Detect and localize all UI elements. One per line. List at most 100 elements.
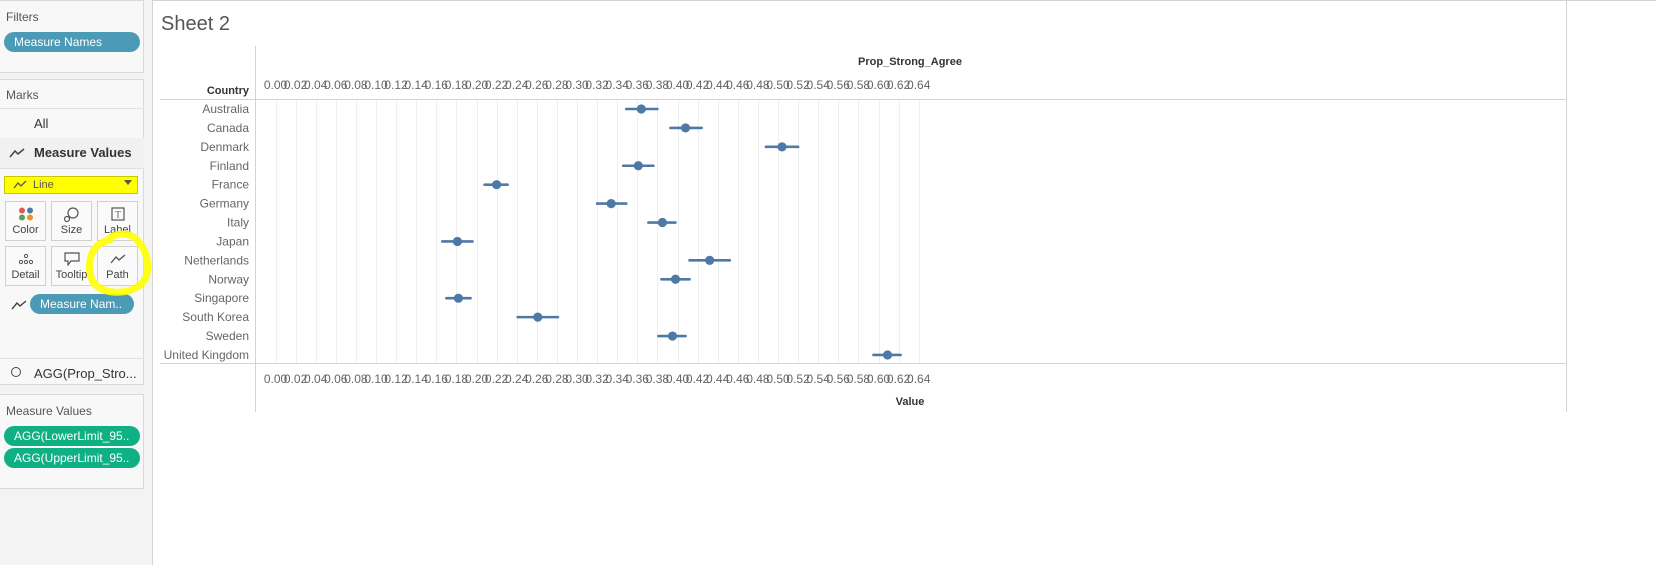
top-tick-label: 0.38 bbox=[646, 78, 670, 92]
filters-title: Filters bbox=[6, 10, 39, 24]
top-tick-label: 0.00 bbox=[264, 78, 288, 92]
path-pill-measure-names[interactable]: Measure Nam.. bbox=[30, 294, 134, 314]
estimate-point[interactable] bbox=[667, 331, 678, 341]
bottom-tick-label: 0.56 bbox=[827, 372, 851, 386]
bottom-tick-label: 0.32 bbox=[585, 372, 609, 386]
top-tick-label: 0.46 bbox=[726, 78, 750, 92]
bottom-tick-label: 0.36 bbox=[626, 372, 650, 386]
measure-pill-lower-limit[interactable]: AGG(LowerLimit_95.. bbox=[4, 426, 140, 446]
bottom-tick-label: 0.12 bbox=[384, 372, 408, 386]
left-panel: Filters Measure Names Marks All Measure … bbox=[0, 0, 153, 565]
bottom-tick-label: 0.40 bbox=[666, 372, 690, 386]
size-icon bbox=[63, 207, 79, 223]
detail-button-label: Detail bbox=[11, 269, 40, 281]
bottom-tick-label: 0.02 bbox=[284, 372, 308, 386]
bottom-tick-label: 0.04 bbox=[304, 372, 328, 386]
estimate-point[interactable] bbox=[533, 312, 543, 322]
color-button[interactable]: Color bbox=[5, 201, 46, 241]
tooltip-button-label: Tooltip bbox=[55, 269, 88, 281]
top-tick-label: 0.18 bbox=[445, 78, 469, 92]
bottom-tick-label: 0.44 bbox=[706, 372, 730, 386]
top-axis-title: Prop_Strong_Agree bbox=[858, 56, 962, 68]
estimate-point[interactable] bbox=[606, 199, 616, 209]
estimate-point[interactable] bbox=[657, 217, 668, 228]
country-label: Australia bbox=[202, 102, 249, 116]
country-label: South Korea bbox=[182, 310, 249, 324]
tooltip-button[interactable]: Tooltip bbox=[51, 246, 92, 286]
detail-button[interactable]: Detail bbox=[5, 246, 46, 286]
estimate-point[interactable] bbox=[453, 293, 464, 303]
bottom-axis-ticks: 0.000.020.040.060.080.100.120.140.160.18… bbox=[264, 372, 931, 386]
bottom-tick-label: 0.00 bbox=[264, 372, 288, 386]
top-tick-label: 0.30 bbox=[565, 78, 589, 92]
bottom-tick-label: 0.34 bbox=[606, 372, 630, 386]
top-tick-label: 0.24 bbox=[505, 78, 529, 92]
estimate-point[interactable] bbox=[670, 274, 681, 284]
country-label: Finland bbox=[210, 159, 249, 173]
top-tick-label: 0.22 bbox=[485, 78, 509, 92]
size-button[interactable]: Size bbox=[51, 201, 92, 241]
label-icon: T bbox=[111, 207, 125, 221]
top-tick-label: 0.12 bbox=[384, 78, 408, 92]
country-label: Sweden bbox=[206, 329, 249, 343]
path-pill-icon bbox=[11, 300, 27, 310]
country-label: Italy bbox=[227, 216, 249, 230]
marks-measure-values-tab[interactable]: Measure Values bbox=[0, 138, 144, 169]
color-icon bbox=[19, 207, 33, 221]
estimate-point[interactable] bbox=[633, 161, 643, 171]
estimate-point[interactable] bbox=[680, 123, 691, 133]
chevron-down-icon bbox=[124, 180, 132, 185]
filter-pill-measure-names[interactable]: Measure Names bbox=[4, 32, 140, 52]
bottom-tick-label: 0.28 bbox=[545, 372, 569, 386]
mark-type-label: Line bbox=[33, 179, 54, 191]
bottom-tick-label: 0.30 bbox=[565, 372, 589, 386]
country-label: Netherlands bbox=[184, 253, 249, 267]
bottom-tick-label: 0.48 bbox=[746, 372, 770, 386]
estimate-point[interactable] bbox=[492, 180, 502, 190]
marks-agg-tab[interactable]: AGG(Prop_Stro... bbox=[0, 358, 144, 387]
measure-values-title: Measure Values bbox=[6, 404, 92, 418]
bottom-tick-label: 0.24 bbox=[505, 372, 529, 386]
bottom-tick-label: 0.18 bbox=[445, 372, 469, 386]
line-mark-icon bbox=[13, 180, 27, 189]
top-tick-label: 0.16 bbox=[425, 78, 449, 92]
country-label: Japan bbox=[216, 234, 249, 248]
top-tick-label: 0.42 bbox=[686, 78, 710, 92]
top-tick-label: 0.44 bbox=[706, 78, 730, 92]
country-label: United Kingdom bbox=[164, 348, 249, 362]
country-label: Norway bbox=[208, 272, 249, 286]
country-labels: Australia Canada Denmark Finland France Germa… bbox=[164, 102, 250, 362]
filters-card: Filters Measure Names bbox=[0, 0, 144, 73]
mark-type-dropdown[interactable]: Line bbox=[4, 176, 138, 194]
estimate-point[interactable] bbox=[705, 255, 715, 265]
estimate-point[interactable] bbox=[636, 104, 646, 114]
country-label: Denmark bbox=[200, 140, 250, 154]
marks-all-label: All bbox=[34, 116, 49, 131]
estimate-point[interactable] bbox=[452, 236, 463, 247]
bottom-tick-label: 0.06 bbox=[324, 372, 348, 386]
top-tick-label: 0.04 bbox=[304, 78, 328, 92]
top-tick-label: 0.28 bbox=[545, 78, 569, 92]
top-tick-label: 0.52 bbox=[786, 78, 810, 92]
top-tick-label: 0.36 bbox=[626, 78, 650, 92]
country-label: Canada bbox=[207, 121, 249, 135]
line-mark-icon bbox=[9, 148, 25, 158]
detail-icon bbox=[18, 253, 34, 265]
bottom-tick-label: 0.10 bbox=[364, 372, 388, 386]
estimate-point[interactable] bbox=[777, 142, 787, 152]
bottom-tick-label: 0.38 bbox=[646, 372, 670, 386]
size-button-label: Size bbox=[60, 224, 83, 236]
measure-pill-upper-limit[interactable]: AGG(UpperLimit_95.. bbox=[4, 448, 140, 468]
estimate-point[interactable] bbox=[882, 350, 893, 360]
row-header-country: Country bbox=[207, 85, 250, 97]
bottom-tick-label: 0.42 bbox=[686, 372, 710, 386]
top-tick-label: 0.50 bbox=[766, 78, 790, 92]
bottom-tick-label: 0.16 bbox=[425, 372, 449, 386]
top-tick-label: 0.54 bbox=[807, 78, 831, 92]
top-tick-label: 0.26 bbox=[525, 78, 549, 92]
top-tick-label: 0.40 bbox=[666, 78, 690, 92]
top-axis-ticks: 0.000.020.040.060.080.100.120.140.160.18… bbox=[264, 78, 931, 92]
bottom-tick-label: 0.52 bbox=[786, 372, 810, 386]
bottom-axis-title: Value bbox=[896, 396, 925, 408]
